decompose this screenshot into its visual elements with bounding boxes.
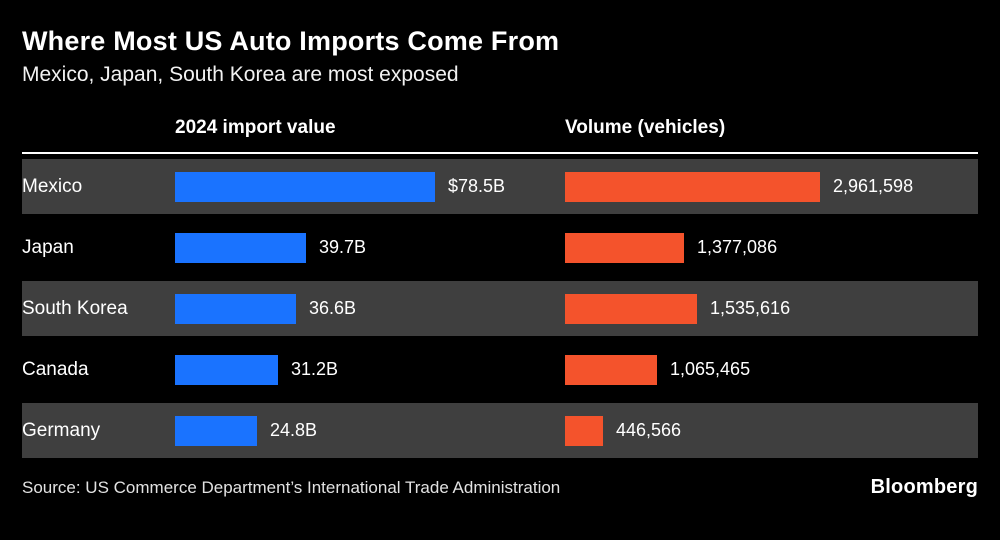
chart-row-south-korea: South Korea 36.6B 1,535,616 — [22, 281, 978, 336]
volume-value-label: 1,065,465 — [670, 359, 751, 379]
chart-title: Where Most US Auto Imports Come From — [22, 26, 560, 56]
import-value-value-label: 36.6B — [309, 298, 357, 318]
import-value-cell: $78.5B — [175, 171, 565, 202]
volume-bar — [565, 171, 820, 202]
country-column-spacer — [22, 117, 175, 139]
import-value-bar — [175, 171, 435, 202]
chart-row-canada: Canada 31.2B 1,065,465 — [22, 342, 978, 397]
import-value-cell: 24.8B — [175, 415, 565, 446]
import-value-column-header: 2024 import value — [175, 117, 336, 138]
volume-cell: 1,065,465 — [565, 354, 978, 385]
country-label: Mexico — [22, 175, 83, 197]
chart-row-germany: Germany 24.8B 446,566 — [22, 403, 978, 458]
volume-bar — [565, 354, 657, 385]
volume-bar — [565, 415, 603, 446]
volume-cell: 1,377,086 — [565, 232, 978, 263]
volume-bar — [565, 293, 697, 324]
volume-bar — [565, 232, 684, 263]
import-value-value-label: 39.7B — [319, 237, 367, 257]
chart-subtitle: Mexico, Japan, South Korea are most expo… — [22, 63, 459, 86]
country-label: Canada — [22, 358, 89, 380]
volume-value-label: 1,377,086 — [697, 237, 778, 257]
column-headers: 2024 import value Volume (vehicles) — [22, 117, 978, 139]
chart-rows: Mexico $78.5B 2,961,598 Japan 39.7B 1,377,086… — [22, 152, 978, 458]
country-label: South Korea — [22, 297, 128, 319]
volume-column-header: Volume (vehicles) — [565, 117, 726, 138]
bloomberg-logo: Bloomberg — [870, 476, 978, 498]
import-value-cell: 36.6B — [175, 293, 565, 324]
volume-cell: 2,961,598 — [565, 171, 978, 202]
volume-value-label: 446,566 — [616, 420, 682, 440]
volume-cell: 1,535,616 — [565, 293, 978, 324]
import-value-value-label: $78.5B — [448, 176, 506, 196]
chart-footer: Source: US Commerce Department’s Interna… — [22, 476, 978, 499]
import-value-cell: 39.7B — [175, 232, 565, 263]
import-value-bar — [175, 293, 296, 324]
country-label: Germany — [22, 419, 101, 441]
volume-value-label: 2,961,598 — [833, 176, 914, 196]
import-value-value-label: 24.8B — [270, 420, 318, 440]
import-value-bar — [175, 354, 278, 385]
source-note: Source: US Commerce Department’s Interna… — [22, 478, 561, 497]
chart-row-mexico: Mexico $78.5B 2,961,598 — [22, 159, 978, 214]
import-value-bar — [175, 232, 306, 263]
volume-cell: 446,566 — [565, 415, 978, 446]
chart-row-japan: Japan 39.7B 1,377,086 — [22, 220, 978, 275]
import-value-cell: 31.2B — [175, 354, 565, 385]
import-value-bar — [175, 415, 257, 446]
import-value-value-label: 31.2B — [291, 359, 339, 379]
volume-value-label: 1,535,616 — [710, 298, 791, 318]
country-label: Japan — [22, 236, 74, 258]
